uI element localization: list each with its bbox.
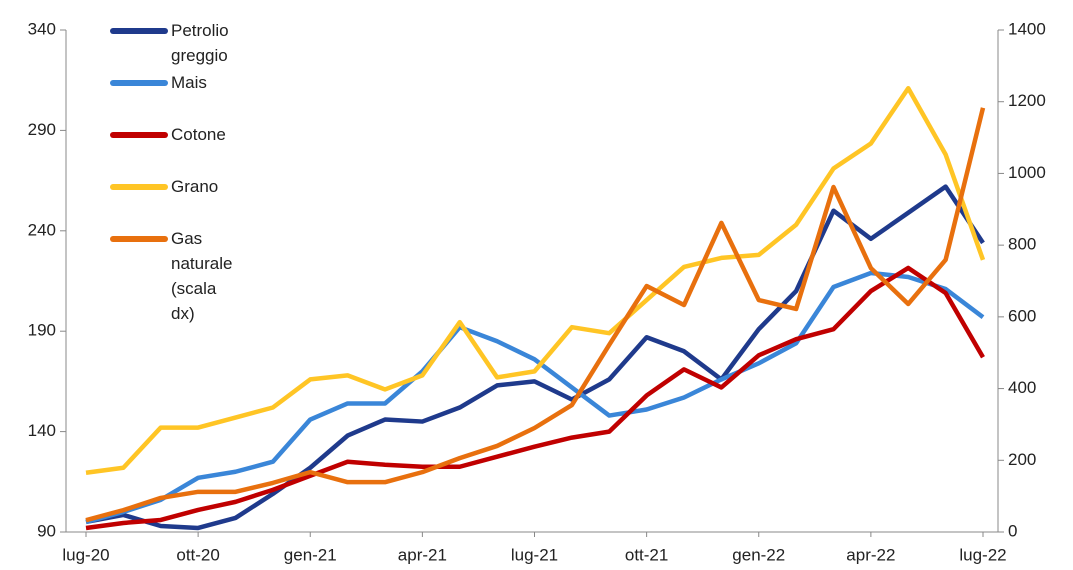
legend-swatch bbox=[110, 236, 168, 242]
y-tick-label: 340 bbox=[28, 19, 56, 38]
legend-item: Gas naturale (scala dx) bbox=[110, 226, 232, 326]
y2-tick-label: 1200 bbox=[1008, 91, 1046, 110]
y2-tick-label: 200 bbox=[1008, 450, 1036, 469]
y2-tick-label: 1400 bbox=[1008, 19, 1046, 38]
y2-tick-label: 600 bbox=[1008, 306, 1036, 325]
legend-label: Petrolio greggio bbox=[171, 21, 229, 65]
legend-swatch bbox=[110, 28, 168, 34]
y2-tick-label: 0 bbox=[1008, 521, 1017, 540]
legend-swatch bbox=[110, 132, 168, 138]
y2-tick-label: 800 bbox=[1008, 235, 1036, 254]
legend-item: Cotone bbox=[110, 122, 226, 147]
x-tick-label: lug-22 bbox=[959, 545, 1006, 564]
series-line bbox=[85, 85, 986, 475]
x-tick-label: lug-21 bbox=[511, 545, 558, 564]
series-line bbox=[85, 107, 986, 523]
x-tick-label: ott-21 bbox=[625, 545, 668, 564]
y-tick-label: 290 bbox=[28, 120, 56, 139]
x-tick-label: apr-22 bbox=[846, 545, 895, 564]
y-tick-label: 90 bbox=[37, 521, 56, 540]
legend-label: Cotone bbox=[171, 125, 226, 144]
legend-label: Mais bbox=[171, 73, 207, 92]
x-tick-label: gen-22 bbox=[732, 545, 785, 564]
legend-item: Grano bbox=[110, 174, 218, 199]
legend-label: Grano bbox=[171, 177, 219, 196]
series-line bbox=[85, 265, 985, 531]
y-tick-label: 240 bbox=[28, 220, 56, 239]
y2-tick-label: 1000 bbox=[1008, 163, 1046, 182]
legend-swatch bbox=[110, 184, 168, 190]
y2-tick-label: 400 bbox=[1008, 378, 1036, 397]
y-tick-label: 140 bbox=[28, 421, 56, 440]
legend-label: Gas naturale (scala dx) bbox=[171, 229, 233, 323]
legend-swatch bbox=[110, 80, 168, 86]
series-line bbox=[85, 184, 985, 531]
legend-item: Mais bbox=[110, 70, 207, 95]
x-tick-label: gen-21 bbox=[284, 545, 337, 564]
x-tick-label: lug-20 bbox=[62, 545, 109, 564]
x-tick-label: apr-21 bbox=[398, 545, 447, 564]
series-line bbox=[85, 270, 985, 525]
y-tick-label: 190 bbox=[28, 321, 56, 340]
x-tick-label: ott-20 bbox=[176, 545, 219, 564]
legend-item: Petrolio greggio bbox=[110, 18, 229, 68]
